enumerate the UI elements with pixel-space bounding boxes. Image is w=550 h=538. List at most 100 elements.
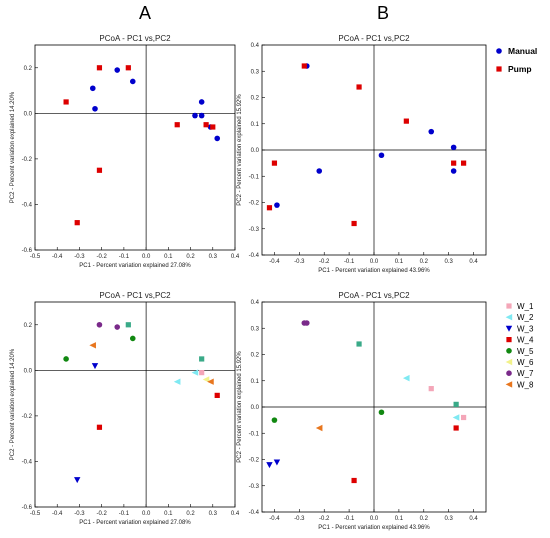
y-tick-label: -0.1 [249,431,260,437]
charts: PCoA - PC1 vs,PC2 -0.5 -0.4 -0.3 -0.2 -0.1 0.0… [10,34,487,531]
series-pump [63,65,216,226]
data-point [129,78,136,85]
chart-bottom-right: PCoA - PC1 vs,PC2 -0.4 -0.3 -0.2 -0.1 0.0 0.1 0… [237,291,487,531]
x-tick-label: -0.4 [52,254,63,260]
x-tick-label: -0.4 [269,259,280,265]
x-tick-label: -0.2 [319,516,330,522]
legend-label: Manual [508,46,537,56]
y-tick-label: 0.2 [24,66,33,72]
series-w_3 [74,363,99,484]
y-tick-label: 0.3 [251,326,260,332]
legend-label: W_6 [517,358,534,367]
panel-letter-a: A [139,3,151,23]
y-tick-label: -0.3 [249,227,260,233]
data-point [129,335,136,342]
plot-frame [34,44,236,251]
data-point [96,167,103,173]
y-tick-label: -0.2 [22,157,33,163]
y-tick-label: -0.6 [22,505,33,511]
data-point [304,320,310,326]
x-tick-label: -0.1 [344,259,355,265]
x-tick-label: 0.4 [469,259,478,265]
x-axis-label: PC1 - Percent variation explained 27.08% [79,520,191,526]
legend-marker [505,325,513,332]
legend-label: W_2 [517,313,534,322]
x-tick-label: 0.1 [164,254,173,260]
data-point [351,477,357,484]
x-tick-label: -0.1 [344,516,355,522]
legend-marker [506,303,512,309]
data-point [461,414,467,421]
data-point [403,118,409,124]
data-point [199,370,205,376]
legend-marker [505,358,513,366]
y-tick-label: 0.1 [251,122,260,128]
x-tick-label: -0.3 [74,511,85,517]
data-point [214,392,220,398]
data-point [125,322,131,328]
legend-marker [506,348,512,354]
series-w_5 [63,335,136,362]
x-tick-label: 0.0 [142,254,151,260]
data-point [199,356,205,362]
series-manual [89,67,221,142]
legend-label: W_3 [517,324,534,333]
data-point [428,386,434,392]
data-point [274,202,280,208]
series-w_7 [301,320,310,326]
chart-title: PCoA - PC1 vs,PC2 [338,291,410,300]
data-point [271,160,278,166]
y-tick-label: -0.4 [22,459,33,465]
x-axis-label: PC1 - Percent variation explained 43.96% [318,525,430,531]
x-tick-label: -0.2 [96,511,107,517]
series-w_2 [173,369,199,385]
legend-group: Manual Pump [496,46,537,74]
x-tick-label: 0.2 [420,516,429,522]
series-unlabeled [125,322,205,362]
y-tick-label: -0.4 [249,253,260,259]
legend-label: W_5 [517,347,534,356]
data-point [191,369,199,376]
data-point [63,356,69,362]
chart-top-left: PCoA - PC1 vs,PC2 -0.5 -0.4 -0.3 -0.2 -0.1 0.0… [10,34,240,269]
x-tick-label: 0.3 [444,516,453,522]
series-manual [274,63,457,208]
x-tick-label: 0.4 [231,254,240,260]
legend-marker [506,370,512,377]
data-point [450,144,457,151]
chart-title: PCoA - PC1 vs,PC2 [338,34,410,43]
y-tick-label: 0.3 [251,69,260,75]
series-w_1 [199,370,205,376]
data-point [378,409,385,416]
data-point [461,160,467,166]
y-tick-label: -0.6 [22,248,33,254]
x-tick-label: 0.0 [142,511,151,517]
data-point [315,424,323,432]
y-tick-label: 0.0 [24,111,33,117]
series-w_4 [351,425,459,484]
y-tick-label: 0.0 [251,148,260,154]
x-tick-label: -0.4 [269,516,280,522]
data-point [89,342,96,349]
x-tick-label: -0.2 [319,259,330,265]
legend-label: W_4 [517,336,534,345]
x-tick-label: 0.4 [231,511,240,517]
data-point [198,112,205,119]
x-tick-label: 0.2 [420,259,429,265]
x-tick-label: 0.1 [395,516,404,522]
series-w_3 [266,459,281,469]
chart-title: PCoA - PC1 vs,PC2 [99,291,171,300]
x-tick-label: -0.2 [96,254,107,260]
series-pump [266,63,467,227]
data-point [91,363,99,370]
data-point [202,376,210,383]
x-tick-label: 0.2 [186,254,195,260]
y-tick-label: -0.4 [249,510,260,516]
data-point [207,378,214,385]
panel-letter-b: B [377,3,389,23]
data-point [96,424,103,430]
data-point [214,135,221,142]
data-point [89,85,96,92]
data-point [271,417,278,423]
